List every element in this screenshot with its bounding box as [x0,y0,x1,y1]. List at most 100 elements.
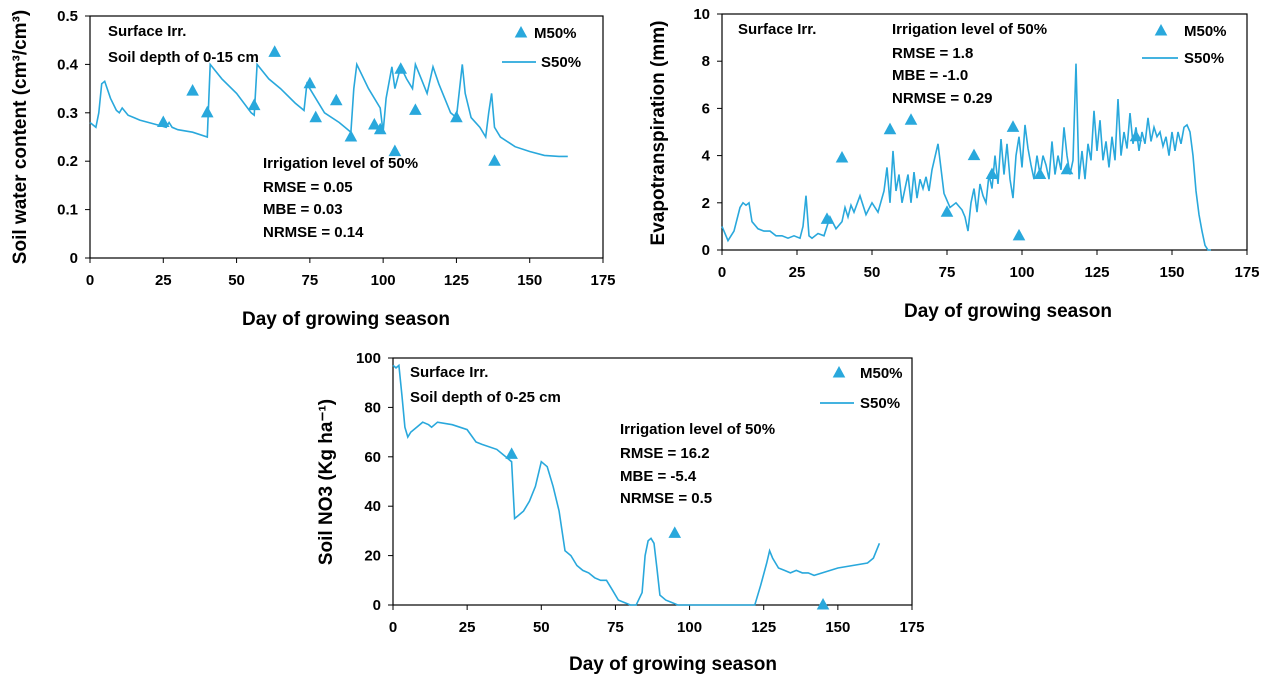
plot-frame [392,357,913,606]
y-tick-label: 0 [70,250,78,267]
m50-marker [388,144,402,157]
x-tick-label: 100 [1009,264,1034,281]
m50-marker [373,122,387,135]
annotation-method: Surface Irr. [108,23,186,40]
m50-marker [344,130,358,142]
x-tick-label: 175 [1234,264,1259,281]
stat-mbe: MBE = -5.4 [620,468,697,485]
m50-marker [505,447,518,459]
legend-marker-m50 [514,26,528,38]
x-tick-label: 175 [899,619,924,636]
m50-marker [1060,162,1074,175]
x-axis-label: Day of growing season [904,301,1112,322]
m50-marker [904,113,918,125]
m50-marker [835,150,849,163]
legend-label-m50: M50% [860,365,903,382]
x-tick-label: 75 [302,272,319,289]
y-tick-label: 0.2 [57,153,78,170]
y-tick-label: 2 [702,195,710,212]
y-tick-label: 0 [373,597,381,614]
x-tick-label: 125 [751,619,776,636]
stat-rmse: RMSE = 1.8 [892,45,973,62]
m50-marker [1129,129,1143,142]
x-tick-label: 125 [1084,264,1109,281]
m50-marker [985,167,999,180]
m50-marker [1006,120,1020,132]
axis-ticks: 0 25 50 75 100 125 150 175 0 20 40 60 80 100 [356,350,925,636]
stat-nrmse: NRMSE = 0.29 [892,90,992,107]
axis-ticks: 0 25 50 75 100 125 150 175 0 2 4 6 8 10 [693,6,1259,281]
legend-marker-m50 [1154,24,1168,36]
x-tick-label: 25 [459,619,476,636]
stat-rmse: RMSE = 0.05 [263,179,353,196]
stat-irrigation: Irrigation level of 50% [263,155,418,172]
x-tick-label: 0 [86,272,94,289]
x-tick-label: 125 [444,272,469,289]
axis-ticks: 0 25 50 75 100 125 150 175 0 0.1 0.2 0.3 0.4 0.5 [57,8,615,289]
m50-marker [268,45,281,57]
x-axis-label: Day of growing season [242,309,450,330]
x-tick-label: 150 [1159,264,1184,281]
m50-marker [186,84,199,96]
s50-line [392,363,881,606]
m50-marker [668,526,682,538]
y-tick-label: 6 [702,100,710,117]
annotation-method: Surface Irr. [410,364,488,381]
y-tick-label: 60 [364,449,381,466]
m50-marker [309,110,323,123]
legend-label-s50: S50% [541,54,581,71]
legend-label-m50: M50% [534,25,577,42]
legend-label-m50: M50% [1184,23,1227,40]
y-axis-label: Evapotranspiration (mm) [648,21,669,246]
legend: M50% S50% [820,365,903,412]
chart-evapotranspiration: 0 25 50 75 100 125 150 175 0 2 4 6 8 10 Day of growin… [648,6,1260,322]
legend-label-s50: S50% [860,395,900,412]
plot-frame [721,13,1248,251]
m50-marker [394,62,408,74]
x-tick-label: 100 [371,272,396,289]
y-tick-label: 0.1 [57,202,78,219]
y-axis-label: Soil water content (cm³/cm³) [10,10,31,264]
stat-irrigation: Irrigation level of 50% [620,421,775,438]
y-axis-label: Soil NO3 (Kg ha⁻¹) [316,399,337,565]
m50-markers [505,447,830,610]
y-tick-label: 80 [364,399,381,416]
m50-marker [820,212,834,224]
stat-mbe: MBE = -1.0 [892,67,968,84]
m50-markers [820,113,1143,241]
y-tick-label: 0.5 [57,8,78,25]
s50-line [89,61,568,158]
m50-marker [883,122,897,135]
m50-marker [1033,167,1047,180]
m50-marker [488,154,501,166]
annotation-depth: Soil depth of 0-25 cm [410,389,561,406]
x-tick-label: 50 [864,264,881,281]
m50-marker [940,205,954,217]
x-tick-label: 150 [825,619,850,636]
legend: M50% S50% [1142,23,1227,67]
m50-marker [368,117,381,130]
stat-irrigation: Irrigation level of 50% [892,21,1047,38]
y-tick-label: 0.3 [57,105,78,122]
m50-marker [816,598,830,610]
chart-soil-water: 0 25 50 75 100 125 150 175 0 0.1 0.2 0.3 0.4 0.5 Day … [10,8,616,330]
m50-marker [450,110,463,123]
m50-marker [200,105,214,118]
x-tick-label: 175 [590,272,615,289]
x-tick-label: 50 [228,272,245,289]
y-tick-label: 100 [356,350,381,367]
m50-marker [156,115,170,128]
m50-markers [156,45,501,166]
x-tick-label: 25 [789,264,806,281]
y-tick-label: 10 [693,6,710,23]
y-tick-label: 8 [702,53,710,70]
m50-marker [303,76,317,89]
x-axis-label: Day of growing season [569,654,777,675]
x-tick-label: 25 [155,272,172,289]
x-tick-label: 0 [718,264,726,281]
stat-mbe: MBE = 0.03 [263,201,343,218]
legend-marker-m50 [832,366,846,378]
m50-marker [1012,228,1026,241]
x-tick-label: 150 [517,272,542,289]
